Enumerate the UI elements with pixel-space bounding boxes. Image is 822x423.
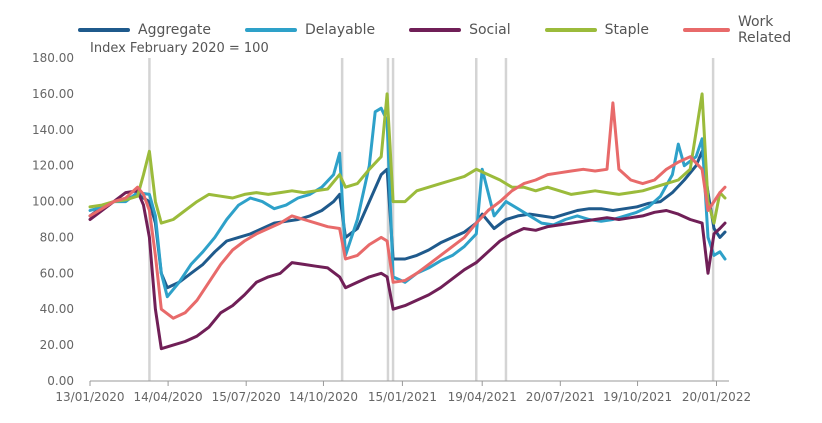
y-tick-label: 180.00 [32,51,74,65]
chart-legend: Aggregate Delayable Social Staple Work Relat… [78,14,822,46]
y-tick-label: 160.00 [32,87,74,101]
x-tick-label: 19/04/2021 [448,390,517,404]
legend-label: Staple [604,22,649,38]
y-tick-label: 40.00 [40,302,74,316]
series-line-social [88,189,727,351]
series-line-staple [88,92,727,225]
legend-swatch [682,28,730,32]
legend-label: Work Related [737,14,792,46]
series-line-work-related [88,101,727,320]
x-tick-label: 13/01/2020 [55,390,124,404]
series-layer [88,92,727,351]
legend-label: Delayable [304,22,376,38]
y-tick-label: 100.00 [32,195,74,209]
legend-item[interactable]: Social [409,14,511,46]
x-tick-label: 14/04/2020 [134,390,203,404]
series-line-delayable [88,106,727,299]
chart-subtitle: Index February 2020 = 100 [90,41,269,56]
legend-item[interactable]: Staple [544,14,649,46]
legend-label: Aggregate [138,22,211,38]
legend-swatch [78,28,130,32]
legend-item[interactable]: Work Related [682,14,822,46]
y-axis: 0.00 20.00 40.00 60.00 80.00 100.00 120.00 140.… [32,51,74,388]
x-axis: 13/01/2020 14/04/2020 15/07/2020 14/10/2020… [55,380,751,404]
x-tick-label: 15/01/2021 [368,390,437,404]
legend-label: Social [469,22,511,38]
x-tick-label: 20/07/2021 [526,390,595,404]
legend-swatch [244,28,297,32]
series-line-aggregate [88,149,727,290]
y-tick-label: 0.00 [47,374,74,388]
legend-swatch [544,28,597,32]
legend-item[interactable]: Delayable [244,14,376,46]
x-tick-label: 20/01/2022 [682,390,751,404]
y-tick-label: 80.00 [40,230,74,244]
x-tick-label: 15/07/2020 [212,390,281,404]
x-tick-label: 19/10/2021 [603,390,672,404]
y-tick-label: 120.00 [32,159,74,173]
legend-item[interactable]: Aggregate [78,14,211,46]
y-tick-label: 60.00 [40,266,74,280]
y-tick-label: 140.00 [32,123,74,137]
legend-swatch [409,28,462,32]
y-tick-label: 20.00 [40,338,74,352]
x-tick-label: 14/10/2020 [289,390,358,404]
